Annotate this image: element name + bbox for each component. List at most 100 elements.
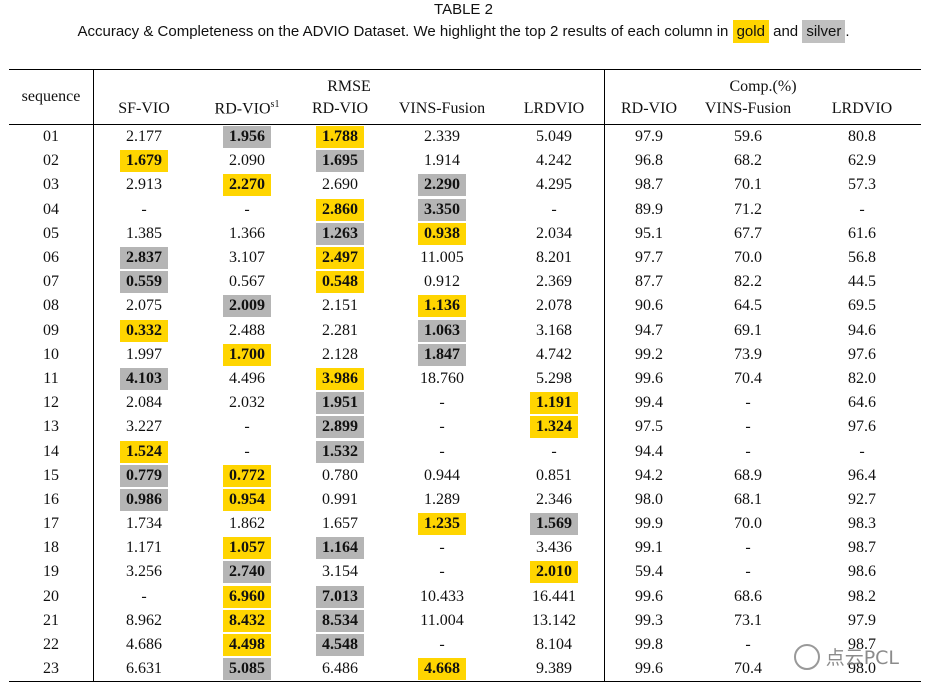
table-cell: 2.032 bbox=[194, 391, 300, 415]
cell-value: 99.4 bbox=[635, 394, 663, 412]
table-row: 18 1.171 1.057 1.164 - 3.436 99.1 - 98.7 bbox=[9, 536, 921, 561]
table-cell: 94.6 bbox=[803, 319, 921, 343]
header-col-vins-fusion: VINS-Fusion bbox=[398, 100, 486, 117]
table-cell: 82.0 bbox=[803, 367, 921, 391]
cell-value: 3.436 bbox=[536, 539, 572, 557]
gold-highlight-value: 1.136 bbox=[418, 295, 466, 318]
cell-value: 6.631 bbox=[126, 660, 162, 678]
table-cell: 64.5 bbox=[693, 294, 803, 318]
cell-value: 2.913 bbox=[126, 176, 162, 194]
table-cell: 68.2 bbox=[693, 149, 803, 173]
table-cell: 70.1 bbox=[693, 173, 803, 197]
cell-sequence: 10 bbox=[43, 345, 59, 363]
cell-value: 1.997 bbox=[126, 345, 162, 363]
cell-value: - bbox=[244, 200, 250, 218]
gold-highlight-value: 4.498 bbox=[223, 634, 271, 657]
table-cell: 1.164 bbox=[300, 536, 380, 560]
table-cell: 0.851 bbox=[504, 464, 605, 488]
table-cell: - bbox=[693, 536, 803, 560]
cell-value: 70.0 bbox=[734, 515, 762, 533]
cell-value: 0.991 bbox=[322, 490, 358, 508]
cell-sequence: 02 bbox=[43, 152, 59, 170]
caption-and-word: and bbox=[773, 23, 799, 40]
cell-value: 94.2 bbox=[635, 466, 663, 484]
table-cell: 3.256 bbox=[93, 560, 194, 585]
table-cell: 1.385 bbox=[93, 221, 194, 246]
cell-value: 2.075 bbox=[126, 297, 162, 315]
table-cell: 0.779 bbox=[93, 463, 194, 488]
cell-sequence: 21 bbox=[43, 611, 59, 629]
table-cell: 2.837 bbox=[93, 245, 194, 271]
cell-value: 2.488 bbox=[229, 321, 265, 339]
table-cell: 99.6 bbox=[604, 366, 693, 392]
cell-value: 56.8 bbox=[848, 249, 876, 267]
cell-value: 70.4 bbox=[734, 369, 762, 387]
table-cell: 99.8 bbox=[604, 632, 693, 658]
table-row: 09 0.332 2.488 2.281 1.063 3.168 94.7 69.1 94.6 bbox=[9, 318, 921, 343]
cell-value: 0.567 bbox=[229, 273, 265, 291]
table-cell: - bbox=[194, 415, 300, 439]
cell-value: 89.9 bbox=[635, 200, 663, 218]
header-col-rd-vio-s1-label: RD-VIO bbox=[214, 100, 271, 118]
header-col-rd-vio: RD-VIO bbox=[312, 100, 368, 117]
silver-highlight-value: 2.009 bbox=[223, 295, 271, 318]
cell-value: 96.8 bbox=[635, 152, 663, 170]
silver-highlight-value: 1.951 bbox=[316, 392, 364, 415]
table-cell: 1.997 bbox=[93, 342, 194, 367]
header-sequence: sequence bbox=[21, 88, 81, 105]
cell-value: - bbox=[551, 442, 557, 460]
table-cell: 1.695 bbox=[300, 149, 380, 173]
gold-highlight-value: 1.191 bbox=[530, 392, 578, 415]
cell-value: 90.6 bbox=[635, 297, 663, 315]
table-cell: 2.690 bbox=[300, 173, 380, 197]
table-cell: 99.9 bbox=[604, 512, 693, 537]
cell-value: 0.851 bbox=[536, 466, 572, 484]
table-cell: 97.7 bbox=[604, 245, 693, 271]
cell-value: - bbox=[439, 563, 445, 581]
cell-value: - bbox=[745, 418, 751, 436]
cell-value: 2.690 bbox=[322, 176, 358, 194]
table-row: 08 2.075 2.009 2.151 1.136 2.078 90.6 64.5 69.5 bbox=[9, 294, 921, 319]
silver-highlight-value: 7.013 bbox=[316, 585, 364, 608]
cell-value: 8.104 bbox=[536, 636, 572, 654]
header-group-rmse: RMSE bbox=[93, 69, 605, 98]
cell-value: 59.6 bbox=[734, 128, 762, 146]
table-cell: 98.7 bbox=[803, 536, 921, 560]
header-group-comp: Comp.(%) bbox=[604, 69, 921, 98]
table-cell: 8.201 bbox=[504, 246, 605, 270]
cell-sequence: 18 bbox=[43, 539, 59, 557]
table-cell: 2.497 bbox=[300, 246, 380, 270]
cell-value: 2.034 bbox=[536, 224, 572, 242]
cell-value: 1.862 bbox=[229, 515, 265, 533]
table-cell: 0.991 bbox=[300, 488, 380, 512]
table-cell: 59.4 bbox=[604, 560, 693, 585]
caption-silver-word: silver bbox=[802, 20, 846, 43]
table-cell: 99.1 bbox=[604, 536, 693, 561]
gold-highlight-value: 0.772 bbox=[223, 464, 271, 487]
table-cell: 4.742 bbox=[504, 343, 605, 367]
cell-value: 98.2 bbox=[848, 587, 876, 605]
cell-value: 10.433 bbox=[420, 587, 464, 605]
table-cell: 1.788 bbox=[300, 125, 380, 150]
table-cell: 3.986 bbox=[300, 367, 380, 391]
table-cell: 92.7 bbox=[803, 488, 921, 512]
table-cell: 5.298 bbox=[504, 367, 605, 391]
table-cell: 2.084 bbox=[93, 391, 194, 416]
table-cell: 67.7 bbox=[693, 222, 803, 246]
cell-value: 5.298 bbox=[536, 369, 572, 387]
table-cell: 0.567 bbox=[194, 270, 300, 294]
gold-highlight-value: 3.986 bbox=[316, 367, 364, 390]
cell-value: 2.090 bbox=[229, 152, 265, 170]
cell-value: - bbox=[745, 539, 751, 557]
cell-sequence: 13 bbox=[43, 418, 59, 436]
table-cell: 2.078 bbox=[504, 294, 605, 318]
cell-sequence: 06 bbox=[43, 249, 59, 267]
cell-value: 18.760 bbox=[420, 369, 464, 387]
table-cell: 1.679 bbox=[93, 149, 194, 174]
table-cell: 3.350 bbox=[380, 198, 504, 222]
cell-value: 0.944 bbox=[424, 466, 460, 484]
cell-value: 2.177 bbox=[126, 128, 162, 146]
cell-value: - bbox=[745, 636, 751, 654]
gold-highlight-value: 4.668 bbox=[418, 658, 466, 681]
table-row: 19 3.256 2.740 3.154 - 2.010 59.4 - 98.6 bbox=[9, 560, 921, 585]
